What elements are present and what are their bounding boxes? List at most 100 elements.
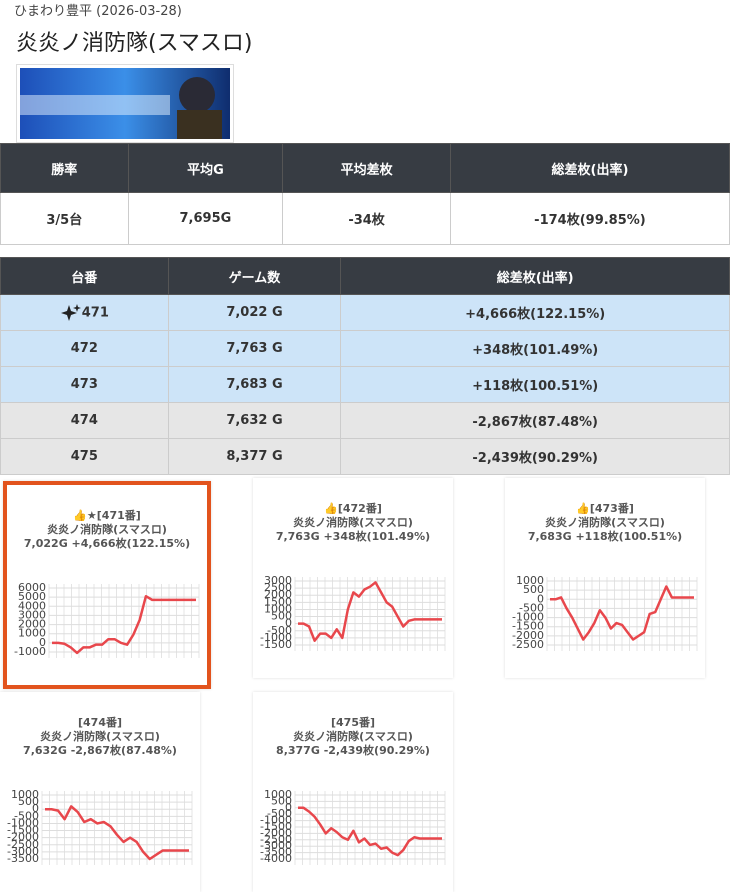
caption-stats: 7,022G +4,666枚(122.15%) (23, 537, 191, 550)
cell: 475 (0, 438, 169, 475)
chart-card: 👍[473番] 炎炎ノ消防隊(スマスロ) 7,683G +118枚(100.51%)… (505, 478, 705, 678)
cell-text: 7,683 G (226, 377, 283, 392)
cell-text: 475 (70, 449, 98, 464)
row: 472 7,763 G +348枚(101.49%) (0, 330, 730, 367)
y-tick-label: -500 (267, 624, 292, 637)
y-tick-label: 5000 (18, 590, 46, 603)
line-chart: 10005000-500-1000-1500-2000-2500-3000-35… (7, 788, 193, 865)
cell: 7,763 G (167, 330, 342, 367)
caption-name: 炎炎ノ消防隊(スマスロ) (47, 523, 167, 536)
cell: 472 (0, 330, 169, 367)
chart-card: [475番] 炎炎ノ消防隊(スマスロ) 8,377G -2,439枚(90.29%)… (253, 692, 453, 892)
caption-title: [475番] (330, 716, 376, 729)
y-tick-label: 4000 (18, 599, 46, 612)
y-tick-label: 1000 (18, 627, 46, 640)
cell-text: 471 (81, 305, 109, 320)
cell: +4,666枚(122.15%) (340, 294, 730, 331)
cell-text: +348枚(101.49%) (472, 343, 599, 358)
y-tick-label: -2000 (260, 826, 292, 839)
chart-caption: [475番] 炎炎ノ消防隊(スマスロ) 8,377G -2,439枚(90.29%) (253, 716, 453, 758)
cell: +118枚(100.51%) (340, 366, 730, 403)
y-tick-label: 6000 (18, 581, 46, 594)
data-line (298, 806, 442, 857)
caption-stats: 7,683G +118枚(100.51%) (527, 530, 683, 543)
y-tick-label: 0 (537, 592, 544, 605)
y-tick-label: -2500 (260, 833, 292, 846)
line-chart: 10005000-500-1000-1500-2000-2500-3000-35… (260, 788, 446, 865)
cell: 474 (0, 402, 169, 439)
y-tick-label: -1000 (14, 645, 46, 658)
column-header: 勝率 (0, 143, 129, 193)
y-tick-label: -3500 (7, 852, 39, 865)
caption-name: 炎炎ノ消防隊(スマスロ) (545, 516, 665, 529)
y-tick-label: -1500 (260, 638, 292, 651)
y-tick-label: -1500 (260, 820, 292, 833)
cell-text: 7,763 G (226, 341, 283, 356)
caption-stats: 8,377G -2,439枚(90.29%) (276, 744, 430, 757)
row: 474 7,632 G -2,867枚(87.48%) (0, 402, 730, 439)
cell: 3/5台 (0, 192, 129, 245)
cell-text: 473 (70, 377, 98, 392)
y-tick-label: 1500 (264, 595, 292, 608)
column-header: 総差枚(出率) (449, 143, 730, 193)
cell: 8,377 G (167, 438, 342, 475)
y-tick-label: 0 (39, 636, 46, 649)
y-tick-label: -1500 (7, 824, 39, 837)
y-tick-label: 1000 (264, 602, 292, 615)
row: 3/5台 7,695G -34枚 -174枚(99.85%) (0, 192, 730, 245)
y-tick-label: -3000 (260, 839, 292, 852)
y-tick-label: 500 (271, 610, 292, 623)
cell-text: 7,022 G (226, 305, 283, 320)
summary-table: 勝率 平均G 平均差枚 総差枚(出率) 3/5台 7,695G -34枚 -174枚(99.8… (0, 143, 730, 245)
y-tick-label: 500 (271, 794, 292, 807)
y-tick-label: 3000 (18, 608, 46, 621)
y-tick-label: 0 (32, 802, 39, 815)
data-line (298, 581, 442, 642)
y-tick-label: 1000 (516, 574, 544, 587)
sparkle-icon (60, 303, 81, 321)
machine-table: 台番 ゲーム数 総差枚(出率) 471 7,022 G +4,666枚(122.15%) 4… (0, 257, 730, 475)
y-tick-label: -500 (267, 807, 292, 820)
y-tick-label: 0 (285, 801, 292, 814)
chart-caption: 👍[473番] 炎炎ノ消防隊(スマスロ) 7,683G +118枚(100.51%) (505, 502, 705, 544)
data-line (45, 805, 189, 861)
column-header: ゲーム数 (167, 257, 342, 295)
row: 473 7,683 G +118枚(100.51%) (0, 366, 730, 403)
cell: -34枚 (282, 192, 451, 245)
cell: +348枚(101.49%) (340, 330, 730, 367)
y-tick-label: 500 (18, 795, 39, 808)
column-header: 総差枚(出率) (340, 257, 730, 295)
cell: -2,439枚(90.29%) (340, 438, 730, 475)
y-tick-label: 0 (285, 617, 292, 630)
data-line (52, 594, 196, 655)
cell: 7,695G (127, 192, 284, 245)
y-tick-label: -1000 (260, 814, 292, 827)
caption-title: [474番] (77, 716, 123, 729)
y-tick-label: 2500 (264, 581, 292, 594)
y-tick-label: 500 (523, 583, 544, 596)
cell: -2,867枚(87.48%) (340, 402, 730, 439)
caption-stats: 7,632G -2,867枚(87.48%) (23, 744, 177, 757)
column-header: 平均G (127, 143, 284, 193)
chart-card: 👍★[471番] 炎炎ノ消防隊(スマスロ) 7,022G +4,666枚(122.1… (3, 481, 211, 689)
y-tick-label: -1000 (7, 816, 39, 829)
row: 475 8,377 G -2,439枚(90.29%) (0, 438, 730, 475)
caption-title: 👍[473番] (576, 502, 634, 515)
column-header: 台番 (0, 257, 169, 295)
chart-caption: 👍★[471番] 炎炎ノ消防隊(スマスロ) 7,022G +4,666枚(122.1… (7, 509, 207, 551)
y-tick-label: 3000 (264, 574, 292, 587)
chart-card: 👍[472番] 炎炎ノ消防隊(スマスロ) 7,763G +348枚(101.49%)… (253, 478, 453, 678)
caption-name: 炎炎ノ消防隊(スマスロ) (293, 730, 413, 743)
cell-text: -2,439枚(90.29%) (472, 451, 598, 466)
banner (16, 64, 234, 143)
y-tick-label: -3000 (7, 845, 39, 858)
cell: 7,022 G (167, 294, 342, 331)
y-tick-label: -2500 (512, 638, 544, 651)
chart-caption: 👍[472番] 炎炎ノ消防隊(スマスロ) 7,763G +348枚(101.49%) (253, 502, 453, 544)
y-tick-label: 2000 (18, 618, 46, 631)
cell: 7,632 G (167, 402, 342, 439)
